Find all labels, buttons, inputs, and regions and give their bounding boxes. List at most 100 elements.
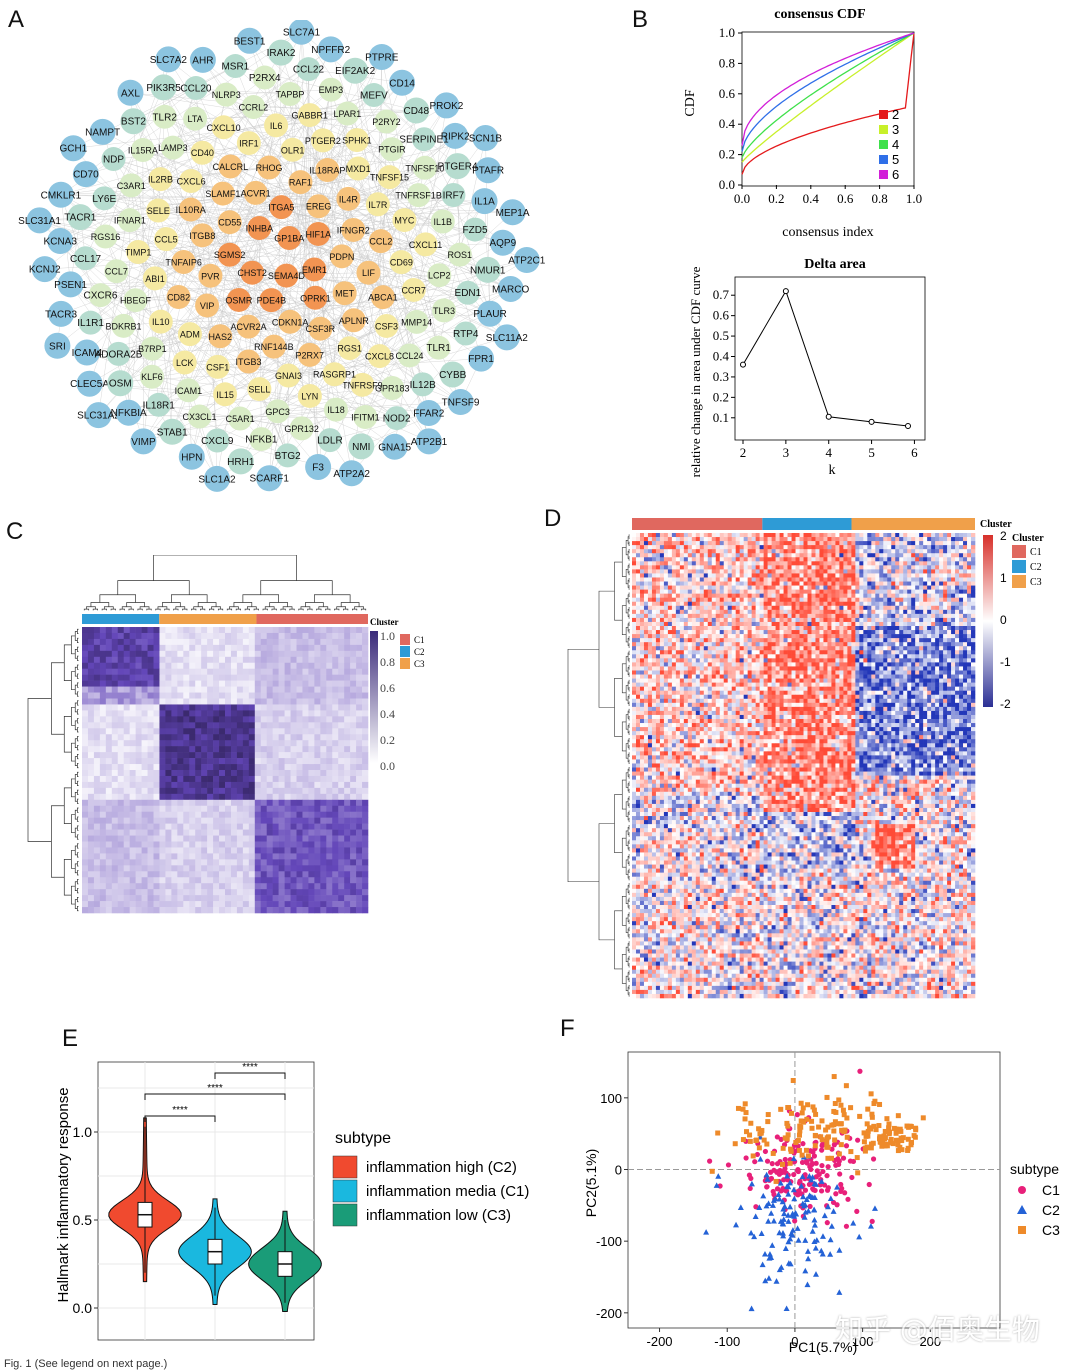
network-node-label: GCH1 — [59, 144, 87, 155]
heatmap-cell — [739, 601, 744, 607]
consensus-cell — [278, 770, 285, 777]
heatmap-cell — [635, 577, 641, 582]
consensus-cell — [93, 781, 101, 789]
heatmap-cell — [771, 537, 776, 542]
consensus-cell — [159, 823, 166, 830]
consensus-cell — [284, 650, 291, 658]
heatmap-cell — [839, 577, 844, 582]
heatmap-cell — [779, 533, 784, 538]
consensus-cell — [326, 650, 333, 658]
consensus-cell — [284, 895, 291, 902]
heatmap-cell — [731, 545, 736, 550]
network-node-label: SLC1A2 — [198, 474, 236, 485]
consensus-cell — [105, 847, 113, 854]
heatmap-cell — [803, 545, 808, 550]
consensus-cell — [272, 644, 279, 652]
heatmap-cell — [787, 573, 792, 578]
heatmap-cell — [687, 557, 693, 562]
consensus-cell — [230, 775, 238, 783]
heatmap-cell — [763, 561, 768, 566]
consensus-cell — [344, 698, 351, 705]
consensus-cell — [87, 847, 95, 854]
heatmap-cell — [811, 549, 816, 554]
consensus-cell — [332, 823, 339, 830]
consensus-cell — [236, 877, 244, 884]
heatmap-cell — [851, 561, 856, 566]
network-node-label: OLR1 — [281, 145, 305, 155]
consensus-cell — [260, 853, 268, 860]
heatmap-cell — [879, 601, 884, 607]
consensus-cell — [320, 817, 327, 824]
consensus-cell — [141, 704, 148, 711]
consensus-cell — [201, 758, 208, 765]
heatmap-cell — [632, 573, 637, 578]
heatmap-cell — [643, 573, 649, 578]
consensus-cell — [302, 787, 309, 795]
dendrogram-branch — [77, 718, 79, 724]
heatmap-cell — [739, 597, 744, 603]
heatmap-cell — [951, 545, 956, 550]
consensus-cell — [266, 716, 273, 723]
consensus-cell — [135, 632, 142, 640]
consensus-cell — [117, 638, 125, 646]
heatmap-cell — [763, 601, 768, 607]
heatmap-cell — [931, 601, 936, 607]
network-node — [123, 288, 148, 313]
heatmap-cell — [855, 533, 860, 538]
heatmap-cell — [715, 557, 721, 562]
consensus-cell — [171, 674, 178, 681]
consensus-cell — [338, 632, 345, 640]
consensus-cell — [362, 716, 369, 723]
consensus-cell — [183, 728, 190, 735]
consensus-cell — [105, 686, 113, 693]
consensus-cell — [350, 686, 357, 693]
heatmap-cell — [831, 573, 836, 578]
heatmap-cell — [827, 561, 832, 566]
heatmap-cell — [779, 549, 784, 554]
consensus-cell — [326, 656, 333, 664]
consensus-cell — [171, 907, 178, 914]
consensus-cell — [248, 889, 256, 896]
consensus-cell — [207, 859, 214, 866]
consensus-cell — [302, 710, 309, 717]
network-node — [178, 443, 205, 470]
consensus-cell — [117, 871, 125, 878]
consensus-cell — [278, 632, 285, 640]
consensus-cell — [117, 686, 125, 693]
delta-ytick-label: 0.5 — [713, 328, 729, 343]
network-node-label: GNAI3 — [275, 371, 302, 381]
consensus-cell — [225, 758, 232, 765]
network-node-label: SRI — [49, 341, 66, 352]
consensus-cell — [135, 746, 142, 753]
heatmap-cell — [643, 557, 649, 562]
heatmap-cell — [859, 549, 864, 554]
network-node-label: SLC31A1 — [18, 216, 61, 227]
network-edge — [160, 167, 270, 180]
heatmap-cell — [947, 573, 952, 578]
consensus-cell — [314, 859, 321, 866]
consensus-cell — [302, 716, 309, 723]
consensus-cell — [302, 704, 309, 711]
consensus-cell — [147, 793, 154, 801]
consensus-cell — [183, 877, 190, 884]
heatmap-cell — [711, 601, 717, 607]
heatmap-cell — [855, 557, 860, 562]
network-node — [111, 313, 136, 338]
network-node-label: ITGB8 — [189, 231, 215, 241]
consensus-scale-bar — [370, 631, 378, 763]
network-node-label: RGS1 — [337, 344, 362, 354]
consensus-cell — [165, 799, 172, 807]
heatmap-cell — [759, 569, 764, 574]
consensus-cell — [189, 770, 196, 777]
network-node — [140, 336, 165, 361]
heatmap-cell — [695, 533, 701, 538]
heatmap-cell — [691, 593, 697, 598]
consensus-cell — [302, 752, 309, 759]
consensus-cell — [320, 853, 327, 860]
consensus-cell — [219, 638, 226, 646]
consensus-cell — [278, 638, 285, 646]
consensus-cell — [278, 692, 285, 699]
consensus-cell — [242, 895, 250, 902]
network-node-label: ADM — [180, 330, 200, 340]
consensus-cell — [141, 758, 148, 765]
